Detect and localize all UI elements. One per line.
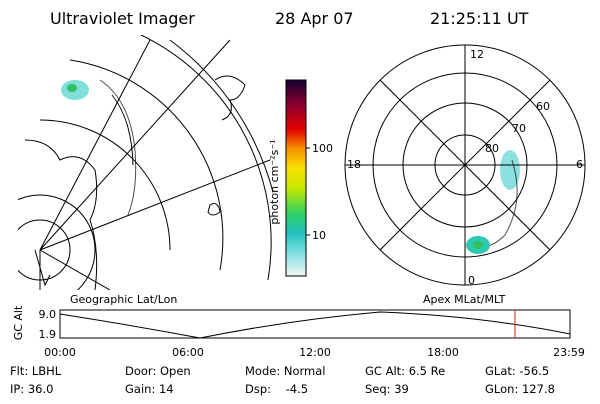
mlt-label: 12 [470,48,484,61]
status-field: Flt: LBHL [10,364,62,378]
date: 28 Apr 07 [275,9,354,28]
y-tick-label: 9.0 [39,308,57,321]
colorbar [285,79,307,277]
x-tick-label: 00:00 [44,346,76,359]
lat-label: 70 [512,122,526,135]
timeline-right-title: Apex MLat/MLT [423,293,506,306]
status-field: Gain: 14 [125,382,174,396]
timeline-frame [59,309,571,339]
geographic-map [18,35,273,290]
mlt-label: 18 [347,158,361,171]
status-field: GLat: -56.5 [485,364,549,378]
mlt-label: 6 [576,158,583,171]
timeline-left-title: Geographic Lat/Lon [70,293,177,306]
altitude-curve [59,311,571,339]
lat-label: 60 [536,100,550,113]
status-field: Seq: 39 [365,382,409,396]
status-field: GLon: 127.8 [485,382,555,396]
time: 21:25:11 UT [430,9,529,28]
x-tick-label: 12:00 [299,346,331,359]
status-field: GC Alt: 6.5 Re [365,364,445,378]
status-field: Mode: Normal [245,364,325,378]
colorbar-label: photon cm⁻²s⁻¹ [268,139,281,224]
x-tick-label: 23:59 [553,346,585,359]
footer: Flt: LBHL Door: Open Mode: Normal GC Alt: 6… [10,364,555,396]
mlt-label: 0 [468,274,475,287]
x-tick-label: 06:00 [172,346,204,359]
status-field: Door: Open [125,364,191,378]
colorbar-tick-label: 10 [312,229,326,242]
polar-plot [344,44,586,286]
timeline-y-label: GC Alt [12,305,25,340]
x-tick-label: 18:00 [427,346,459,359]
status-field: IP: 36.0 [10,382,53,396]
status-field: Dsp: -4.5 [245,382,308,396]
y-tick-label: 1.9 [39,328,57,341]
colorbar-tick-label: 100 [312,142,333,155]
lat-label: 80 [485,142,499,155]
instrument: Ultraviolet Imager [50,9,195,28]
